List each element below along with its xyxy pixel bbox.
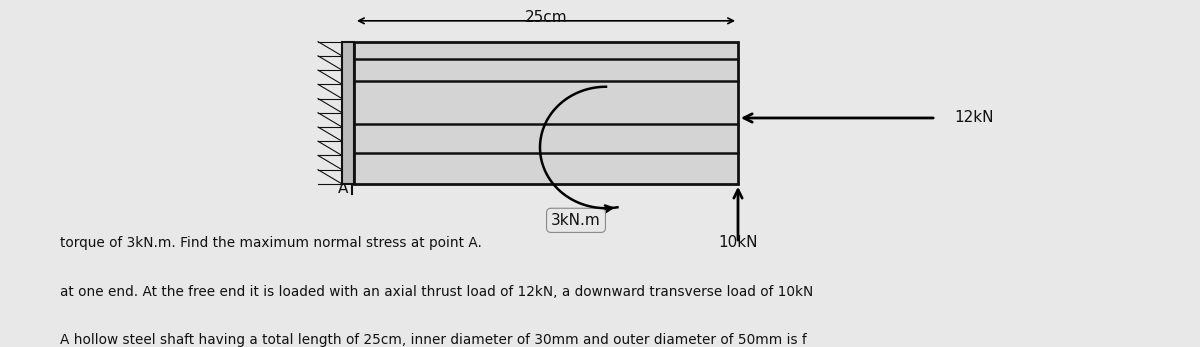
Text: 25cm: 25cm <box>524 10 568 25</box>
Text: A hollow steel shaft having a total length of 25cm, inner diameter of 30mm and o: A hollow steel shaft having a total leng… <box>60 333 806 347</box>
Text: at one end. At the free end it is loaded with an axial thrust load of 12kN, a do: at one end. At the free end it is loaded… <box>60 285 814 298</box>
Text: torque of 3kN.m. Find the maximum normal stress at point A.: torque of 3kN.m. Find the maximum normal… <box>60 236 482 250</box>
Text: A: A <box>337 181 348 196</box>
Text: 3kN.m: 3kN.m <box>551 213 601 228</box>
Bar <box>354 42 738 184</box>
Text: 12kN: 12kN <box>954 110 994 126</box>
Bar <box>342 42 354 184</box>
Text: 10kN: 10kN <box>719 235 757 250</box>
